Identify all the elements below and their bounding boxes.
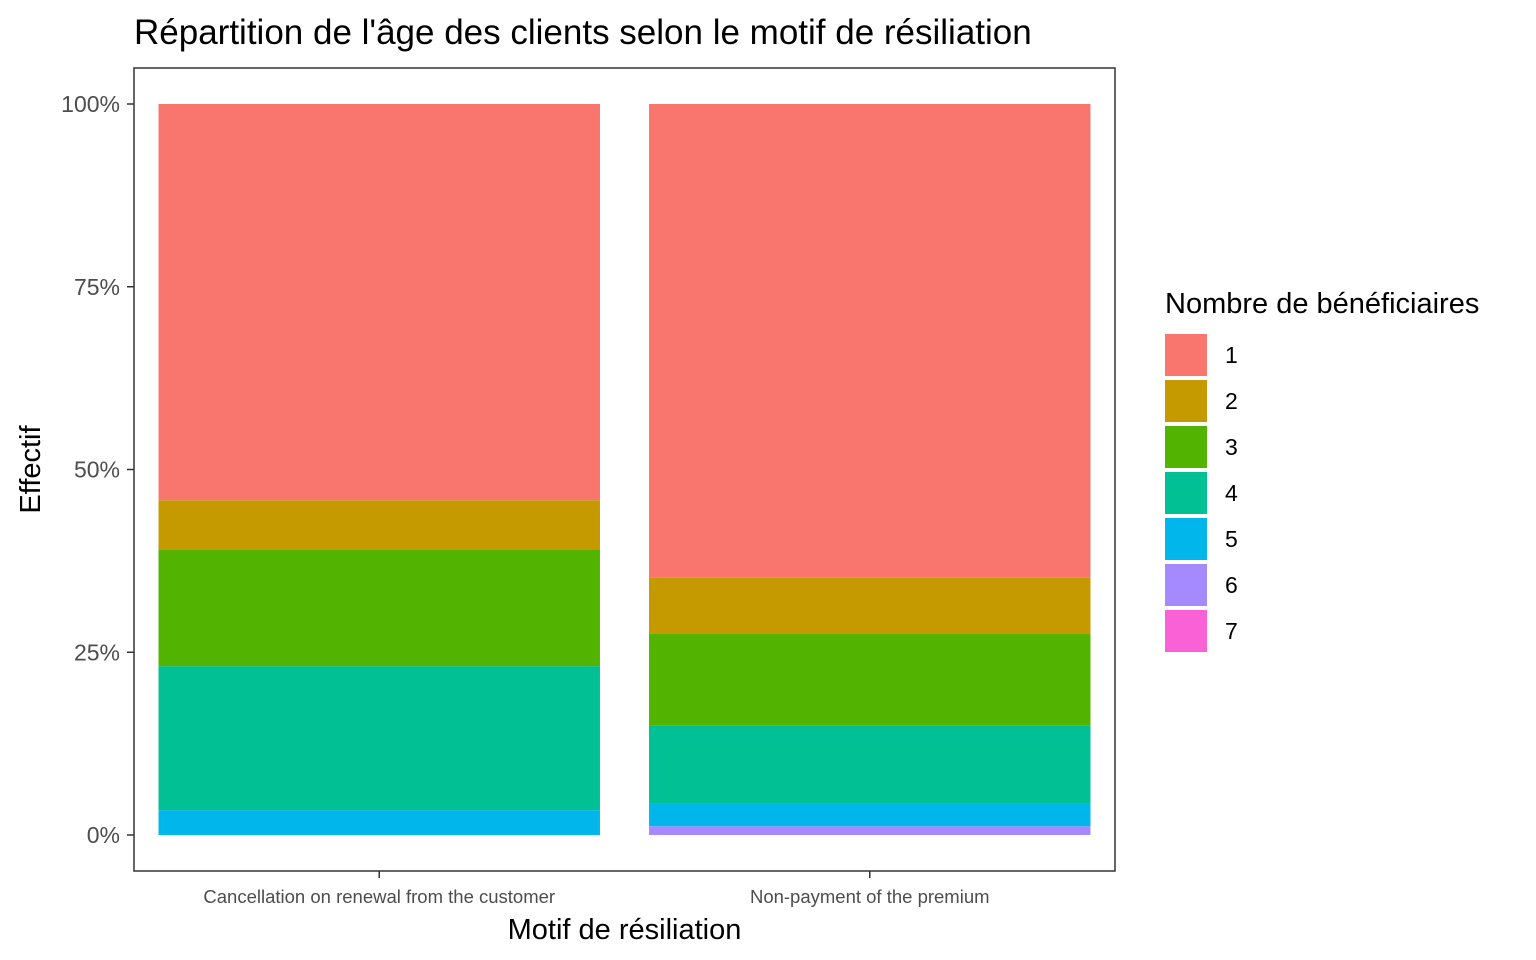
legend-label: 5 [1225,526,1238,552]
x-axis: Cancellation on renewal from the custome… [203,871,990,907]
y-tick-label: 75% [74,274,120,300]
legend-items: 1 2 3 4 5 6 7 [1165,334,1238,652]
x-tick-label: Non-payment of the premium [750,886,990,907]
legend-key [1165,426,1207,468]
legend-label: 2 [1225,388,1238,414]
legend-key [1165,472,1207,514]
legend-key [1165,518,1207,560]
legend-key [1165,564,1207,606]
bar-segment [158,666,600,811]
legend-label: 3 [1225,434,1238,460]
legend-key [1165,380,1207,422]
bar-segment [158,104,600,501]
chart-title: Répartition de l'âge des clients selon l… [134,13,1032,52]
y-axis: 0% 25% 50% 75% 100% [61,91,134,848]
legend-title: Nombre de bénéficiaires [1165,288,1479,320]
y-tick-label: 0% [87,822,120,848]
bar-segment [649,725,1091,804]
bar-segment [649,803,1091,827]
legend-label: 4 [1225,480,1238,506]
plot-panel [133,67,1116,872]
bar-segment [158,810,600,835]
bar-segment [649,577,1091,634]
y-tick-label: 50% [74,457,120,483]
legend-label: 6 [1225,572,1238,598]
bar-segment [649,826,1091,835]
legend-label: 7 [1225,618,1238,644]
bar-segment [649,633,1091,726]
bar-segment [649,104,1091,578]
y-tick-label: 25% [74,639,120,665]
y-axis-title: Effectif [15,425,47,514]
y-tick-label: 100% [61,91,120,117]
legend-key [1165,334,1207,376]
x-tick-label: Cancellation on renewal from the custome… [203,886,555,907]
legend: Nombre de bénéficiaires 1 2 3 4 5 6 7 [1165,288,1479,652]
legend-key [1165,610,1207,652]
legend-label: 1 [1225,342,1238,368]
bar-segment [158,500,600,550]
x-axis-title: Motif de résiliation [508,914,742,946]
bar-segment [158,549,600,667]
bar-layer [158,104,1091,835]
